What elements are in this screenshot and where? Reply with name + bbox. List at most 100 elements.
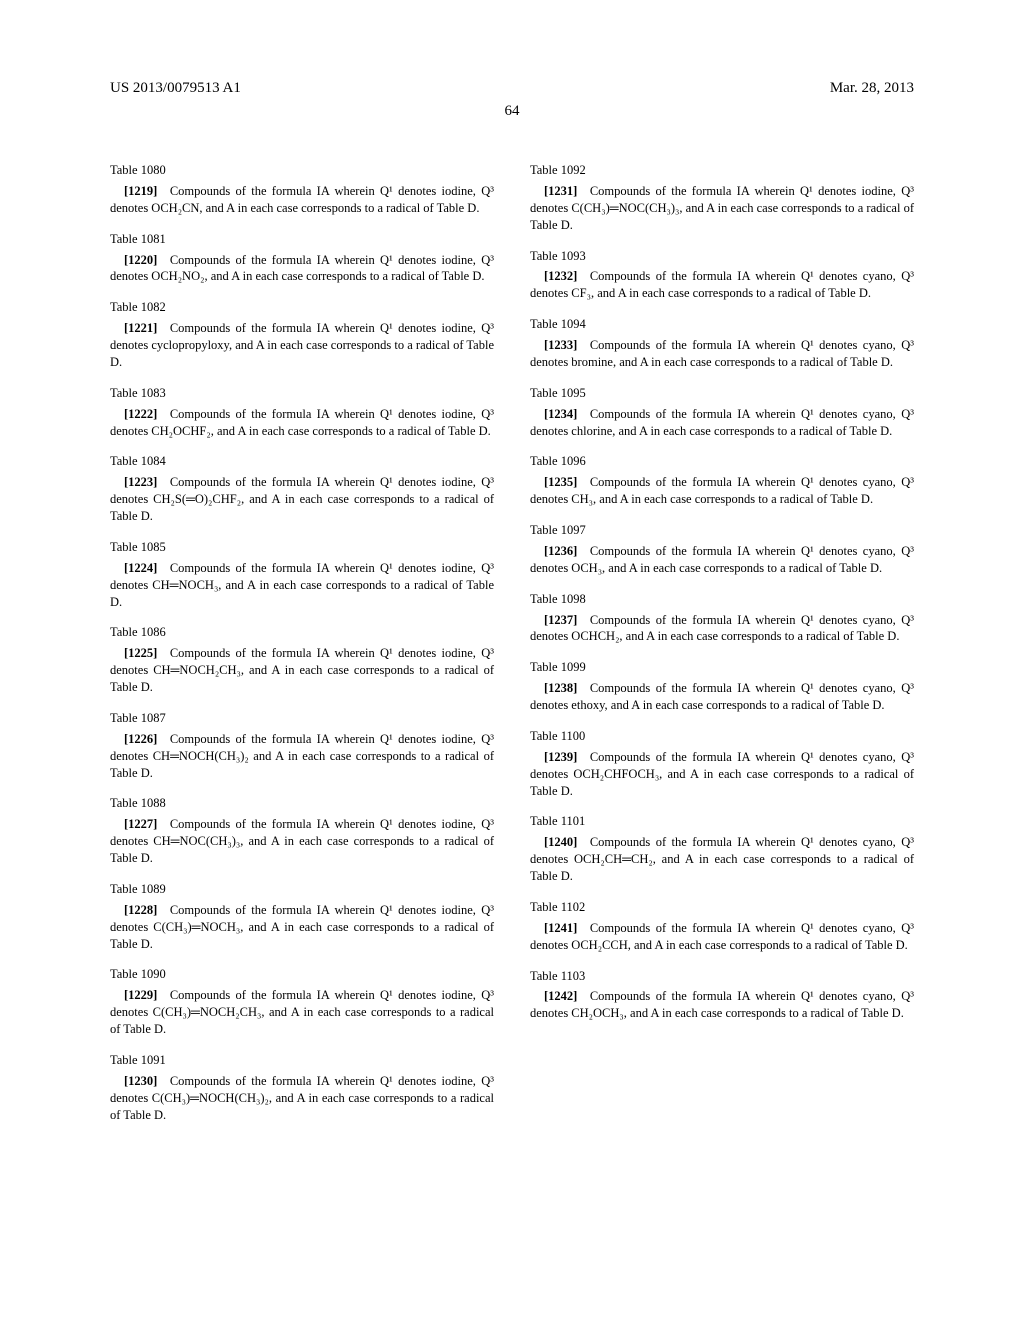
paragraph-text: Compounds of the formula IA wherein Q¹ d… — [110, 407, 494, 438]
paragraph-number: [1222] — [124, 407, 157, 421]
paragraph: [1242] Compounds of the formula IA where… — [530, 988, 914, 1022]
paragraph-text: Compounds of the formula IA wherein Q¹ d… — [530, 269, 914, 300]
paragraph-number: [1242] — [544, 989, 577, 1003]
paragraph: [1231] Compounds of the formula IA where… — [530, 183, 914, 234]
table-label: Table 1093 — [530, 248, 914, 265]
paragraph: [1232] Compounds of the formula IA where… — [530, 268, 914, 302]
paragraph: [1220] Compounds of the formula IA where… — [110, 252, 494, 286]
paragraph-number: [1221] — [124, 321, 157, 335]
paragraph-number: [1238] — [544, 681, 577, 695]
paragraph-number: [1234] — [544, 407, 577, 421]
paragraph-text: Compounds of the formula IA wherein Q¹ d… — [110, 1074, 494, 1122]
paragraph-text: Compounds of the formula IA wherein Q¹ d… — [530, 613, 914, 644]
paragraph: [1229] Compounds of the formula IA where… — [110, 987, 494, 1038]
paragraph-text: Compounds of the formula IA wherein Q¹ d… — [110, 184, 494, 215]
table-label: Table 1087 — [110, 710, 494, 727]
paragraph-text: Compounds of the formula IA wherein Q¹ d… — [110, 732, 494, 780]
paragraph-text: Compounds of the formula IA wherein Q¹ d… — [110, 817, 494, 865]
paragraph-text: Compounds of the formula IA wherein Q¹ d… — [530, 681, 914, 712]
table-label: Table 1086 — [110, 624, 494, 641]
paragraph: [1227] Compounds of the formula IA where… — [110, 816, 494, 867]
table-label: Table 1090 — [110, 966, 494, 983]
paragraph-text: Compounds of the formula IA wherein Q¹ d… — [110, 475, 494, 523]
paragraph-number: [1227] — [124, 817, 157, 831]
paragraph-text: Compounds of the formula IA wherein Q¹ d… — [530, 989, 914, 1020]
paragraph: [1226] Compounds of the formula IA where… — [110, 731, 494, 782]
table-label: Table 1097 — [530, 522, 914, 539]
paragraph-text: Compounds of the formula IA wherein Q¹ d… — [530, 338, 914, 369]
table-label: Table 1102 — [530, 899, 914, 916]
paragraph: [1240] Compounds of the formula IA where… — [530, 834, 914, 885]
table-label: Table 1080 — [110, 162, 494, 179]
paragraph-text: Compounds of the formula IA wherein Q¹ d… — [530, 921, 914, 952]
paragraph-number: [1229] — [124, 988, 157, 1002]
paragraph-text: Compounds of the formula IA wherein Q¹ d… — [110, 253, 494, 284]
paragraph-text: Compounds of the formula IA wherein Q¹ d… — [110, 646, 494, 694]
paragraph: [1235] Compounds of the formula IA where… — [530, 474, 914, 508]
table-label: Table 1092 — [530, 162, 914, 179]
paragraph: [1230] Compounds of the formula IA where… — [110, 1073, 494, 1124]
paragraph: [1241] Compounds of the formula IA where… — [530, 920, 914, 954]
paragraph-number: [1236] — [544, 544, 577, 558]
paragraph-number: [1237] — [544, 613, 577, 627]
paragraph: [1224] Compounds of the formula IA where… — [110, 560, 494, 611]
paragraph-number: [1232] — [544, 269, 577, 283]
paragraph-number: [1240] — [544, 835, 577, 849]
paragraph-number: [1226] — [124, 732, 157, 746]
paragraph-text: Compounds of the formula IA wherein Q¹ d… — [530, 835, 914, 883]
paragraph-text: Compounds of the formula IA wherein Q¹ d… — [110, 321, 494, 369]
paragraph-text: Compounds of the formula IA wherein Q¹ d… — [530, 407, 914, 438]
paragraph: [1237] Compounds of the formula IA where… — [530, 612, 914, 646]
paragraph-number: [1223] — [124, 475, 157, 489]
paragraph: [1223] Compounds of the formula IA where… — [110, 474, 494, 525]
paragraph-text: Compounds of the formula IA wherein Q¹ d… — [530, 475, 914, 506]
table-label: Table 1084 — [110, 453, 494, 470]
table-label: Table 1081 — [110, 231, 494, 248]
table-label: Table 1085 — [110, 539, 494, 556]
two-column-body: Table 1080 [1219] Compounds of the formul… — [110, 148, 914, 1127]
paragraph-number: [1224] — [124, 561, 157, 575]
paragraph: [1221] Compounds of the formula IA where… — [110, 320, 494, 371]
paragraph: [1219] Compounds of the formula IA where… — [110, 183, 494, 217]
paragraph-number: [1228] — [124, 903, 157, 917]
paragraph-text: Compounds of the formula IA wherein Q¹ d… — [530, 750, 914, 798]
paragraph-number: [1233] — [544, 338, 577, 352]
paragraph: [1225] Compounds of the formula IA where… — [110, 645, 494, 696]
paragraph: [1228] Compounds of the formula IA where… — [110, 902, 494, 953]
table-label: Table 1094 — [530, 316, 914, 333]
paragraph-number: [1239] — [544, 750, 577, 764]
table-label: Table 1082 — [110, 299, 494, 316]
page-header: US 2013/0079513 A1 Mar. 28, 2013 — [110, 80, 914, 97]
table-label: Table 1095 — [530, 385, 914, 402]
paragraph: [1239] Compounds of the formula IA where… — [530, 749, 914, 800]
paragraph-number: [1220] — [124, 253, 157, 267]
paragraph-text: Compounds of the formula IA wherein Q¹ d… — [110, 988, 494, 1036]
paragraph-number: [1225] — [124, 646, 157, 660]
table-label: Table 1096 — [530, 453, 914, 470]
table-label: Table 1089 — [110, 881, 494, 898]
right-column: Table 1092 [1231] Compounds of the formul… — [530, 148, 914, 1127]
table-label: Table 1101 — [530, 813, 914, 830]
table-label: Table 1098 — [530, 591, 914, 608]
table-label: Table 1100 — [530, 728, 914, 745]
paragraph: [1233] Compounds of the formula IA where… — [530, 337, 914, 371]
paragraph: [1236] Compounds of the formula IA where… — [530, 543, 914, 577]
paragraph-number: [1231] — [544, 184, 577, 198]
paragraph-text: Compounds of the formula IA wherein Q¹ d… — [530, 544, 914, 575]
table-label: Table 1099 — [530, 659, 914, 676]
left-column: Table 1080 [1219] Compounds of the formul… — [110, 148, 494, 1127]
paragraph-number: [1219] — [124, 184, 157, 198]
paragraph-number: [1230] — [124, 1074, 157, 1088]
paragraph-number: [1235] — [544, 475, 577, 489]
paragraph-text: Compounds of the formula IA wherein Q¹ d… — [110, 903, 494, 951]
page-number: 64 — [110, 103, 914, 120]
patent-page: US 2013/0079513 A1 Mar. 28, 2013 64 Tabl… — [0, 0, 1024, 1167]
paragraph-number: [1241] — [544, 921, 577, 935]
table-label: Table 1103 — [530, 968, 914, 985]
publication-date: Mar. 28, 2013 — [830, 80, 914, 97]
paragraph-text: Compounds of the formula IA wherein Q¹ d… — [110, 561, 494, 609]
paragraph: [1234] Compounds of the formula IA where… — [530, 406, 914, 440]
table-label: Table 1088 — [110, 795, 494, 812]
publication-number: US 2013/0079513 A1 — [110, 80, 241, 97]
paragraph: [1222] Compounds of the formula IA where… — [110, 406, 494, 440]
